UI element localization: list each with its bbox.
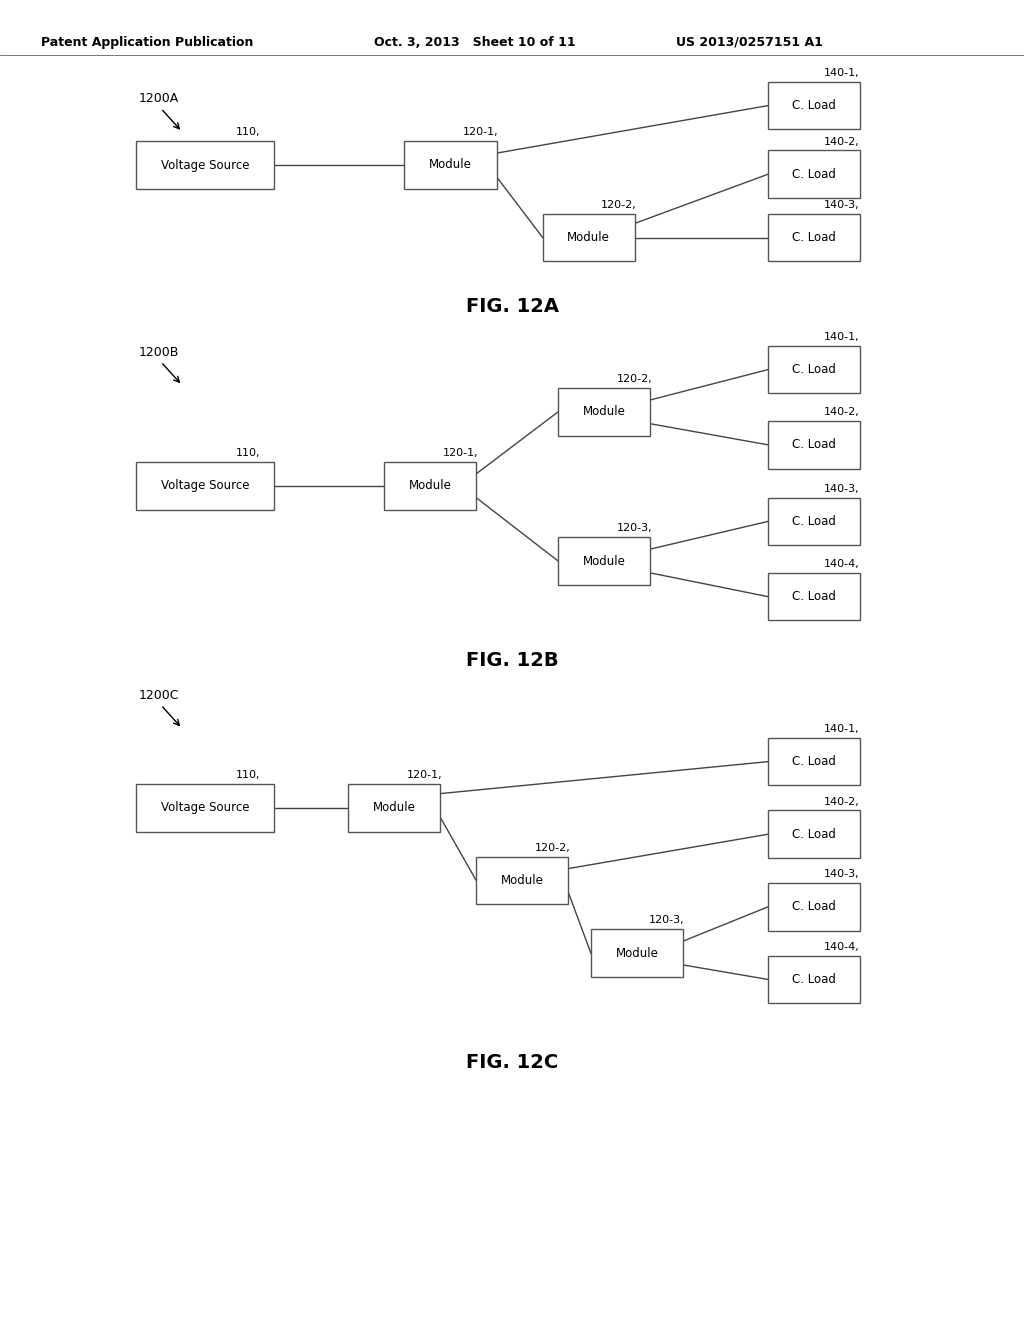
Text: 120-2,: 120-2, [535, 842, 570, 853]
Bar [768, 738, 860, 785]
Text: Module: Module [429, 158, 472, 172]
Text: C. Load: C. Load [793, 828, 836, 841]
Text: Oct. 3, 2013   Sheet 10 of 11: Oct. 3, 2013 Sheet 10 of 11 [374, 36, 575, 49]
Text: 110,: 110, [236, 447, 260, 458]
Bar [543, 214, 635, 261]
Bar [558, 388, 650, 436]
Text: C. Load: C. Load [793, 755, 836, 768]
Text: Module: Module [583, 405, 626, 418]
Bar [135, 141, 274, 189]
Text: Voltage Source: Voltage Source [161, 801, 249, 814]
Text: 120-2,: 120-2, [616, 374, 652, 384]
Text: FIG. 12B: FIG. 12B [466, 651, 558, 669]
Text: Module: Module [501, 874, 544, 887]
Text: 1200A: 1200A [138, 92, 178, 106]
Bar [768, 150, 860, 198]
Text: 120-3,: 120-3, [649, 915, 685, 925]
Bar [768, 956, 860, 1003]
Text: C. Load: C. Load [793, 515, 836, 528]
Text: 120-2,: 120-2, [601, 199, 637, 210]
Text: Module: Module [409, 479, 452, 492]
Bar [768, 346, 860, 393]
Bar [768, 573, 860, 620]
Text: 120-3,: 120-3, [616, 523, 652, 533]
Text: 140-1,: 140-1, [824, 723, 860, 734]
Bar [384, 462, 476, 510]
Text: C. Load: C. Load [793, 168, 836, 181]
Text: 140-2,: 140-2, [824, 796, 860, 807]
Text: 140-1,: 140-1, [824, 67, 860, 78]
Text: 140-3,: 140-3, [824, 483, 860, 494]
Bar [135, 784, 274, 832]
Text: C. Load: C. Load [793, 438, 836, 451]
Text: 1200C: 1200C [138, 689, 179, 702]
Bar [476, 857, 568, 904]
Text: 110,: 110, [236, 127, 260, 137]
Text: Module: Module [373, 801, 416, 814]
Text: C. Load: C. Load [793, 973, 836, 986]
Bar [768, 82, 860, 129]
Text: C. Load: C. Load [793, 590, 836, 603]
Text: C. Load: C. Load [793, 231, 836, 244]
Text: Voltage Source: Voltage Source [161, 479, 249, 492]
Bar [135, 462, 274, 510]
Text: 120-1,: 120-1, [463, 127, 499, 137]
Bar [348, 784, 440, 832]
Text: 1200B: 1200B [138, 346, 178, 359]
Text: Module: Module [615, 946, 658, 960]
Text: C. Load: C. Load [793, 363, 836, 376]
Text: 110,: 110, [236, 770, 260, 780]
Bar [768, 883, 860, 931]
Bar [768, 421, 860, 469]
Text: FIG. 12A: FIG. 12A [466, 297, 558, 315]
Text: C. Load: C. Load [793, 99, 836, 112]
Text: 140-3,: 140-3, [824, 199, 860, 210]
Text: 140-3,: 140-3, [824, 869, 860, 879]
Bar [591, 929, 683, 977]
Text: Patent Application Publication: Patent Application Publication [41, 36, 253, 49]
Bar [768, 498, 860, 545]
Text: 120-1,: 120-1, [442, 447, 478, 458]
Bar [768, 810, 860, 858]
Text: Module: Module [583, 554, 626, 568]
Text: 140-4,: 140-4, [824, 941, 860, 952]
Bar [558, 537, 650, 585]
Text: 140-4,: 140-4, [824, 558, 860, 569]
Text: US 2013/0257151 A1: US 2013/0257151 A1 [676, 36, 822, 49]
Text: C. Load: C. Load [793, 900, 836, 913]
Text: 140-2,: 140-2, [824, 407, 860, 417]
Text: FIG. 12C: FIG. 12C [466, 1053, 558, 1072]
Bar [404, 141, 497, 189]
Text: 140-2,: 140-2, [824, 136, 860, 147]
Text: 140-1,: 140-1, [824, 331, 860, 342]
Bar [768, 214, 860, 261]
Text: Voltage Source: Voltage Source [161, 158, 249, 172]
Text: Module: Module [567, 231, 610, 244]
Text: 120-1,: 120-1, [407, 770, 442, 780]
